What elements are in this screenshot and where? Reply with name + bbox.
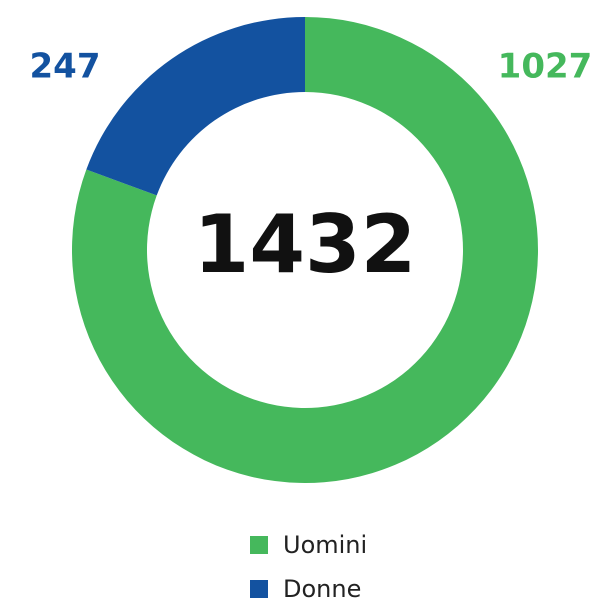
value-label: 1027 — [498, 47, 593, 87]
legend-swatch — [250, 536, 268, 554]
donut-slice — [86, 17, 306, 196]
donut-slice — [72, 17, 538, 484]
center-total: 1432 — [194, 198, 417, 291]
legend-swatch — [250, 580, 268, 598]
value-label: 247 — [30, 47, 101, 87]
legend-label: Uomini — [283, 531, 367, 559]
legend-label: Donne — [283, 575, 361, 601]
